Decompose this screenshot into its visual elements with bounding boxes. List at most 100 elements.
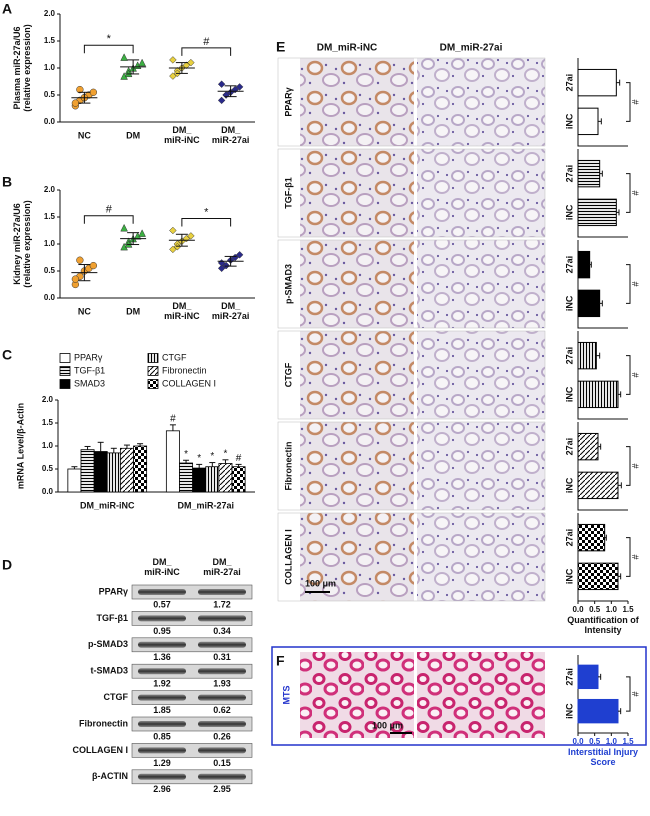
y-tick-label: 0.0 xyxy=(44,293,56,302)
point xyxy=(71,275,80,283)
category-label: iNC xyxy=(564,113,574,129)
point xyxy=(169,72,177,80)
bar xyxy=(577,562,619,591)
histology-image xyxy=(300,149,414,237)
legend-label: PPARγ xyxy=(74,352,103,362)
blot-strip xyxy=(131,637,253,653)
category-label: iNC xyxy=(564,386,574,402)
x-tick-label: DM xyxy=(126,130,140,140)
histology-row-frame xyxy=(277,148,546,238)
bar xyxy=(165,430,180,493)
bar xyxy=(205,466,220,493)
panel-letter: D xyxy=(2,557,12,573)
row-label: TGF-β1 xyxy=(283,177,293,209)
legend-swatch xyxy=(147,379,159,389)
blot-band xyxy=(138,773,186,780)
category-label: iNC xyxy=(564,568,574,584)
blot-strip xyxy=(131,769,253,785)
x-tick-label: DM_miR-iNC xyxy=(80,500,135,510)
significance-label: # xyxy=(630,99,640,104)
bar xyxy=(119,447,134,493)
significance-label: * xyxy=(210,451,214,462)
x-tick-label: 0.0 xyxy=(572,737,584,746)
row-label: Fibronectin xyxy=(283,442,293,491)
point xyxy=(124,69,133,78)
x-tick-label: 0.5 xyxy=(589,737,601,746)
blot-row-label: p-SMAD3 xyxy=(88,639,128,649)
blot-row-label: PPARγ xyxy=(99,586,128,596)
significance-label: # xyxy=(630,691,640,696)
histology-row-frame xyxy=(277,421,546,511)
bar xyxy=(577,289,601,318)
histology-image xyxy=(300,422,414,510)
bar xyxy=(179,462,194,493)
y-tick-label: 1.0 xyxy=(44,63,56,72)
blot-band xyxy=(138,668,186,675)
bar xyxy=(577,107,599,136)
point xyxy=(138,229,146,237)
point xyxy=(124,240,133,248)
legend-label: CTGF xyxy=(162,352,187,362)
bar xyxy=(577,664,599,690)
blot-strip xyxy=(131,611,253,626)
bar xyxy=(218,463,233,493)
significance-label: * xyxy=(197,453,201,464)
significance-label: # xyxy=(630,554,640,559)
legend-swatch xyxy=(59,366,71,376)
significance-bracket xyxy=(626,355,631,395)
significance-bracket xyxy=(626,264,631,304)
blot-value: 0.62 xyxy=(213,705,231,715)
bar xyxy=(577,198,617,227)
legend-label: TGF-β1 xyxy=(74,365,105,375)
point xyxy=(76,256,84,264)
histology-image xyxy=(417,422,545,510)
blot-row-label: Fibronectin xyxy=(79,718,128,728)
category-label: 27ai xyxy=(564,438,574,456)
blot-row-label: t-SMAD3 xyxy=(91,666,129,676)
blot-band xyxy=(138,694,186,701)
category-label: iNC xyxy=(564,703,574,719)
bar xyxy=(192,467,207,493)
y-tick-label: 1.5 xyxy=(42,418,54,427)
significance-bracket xyxy=(626,173,631,213)
blot-column-header: DM_ miR-27ai xyxy=(203,557,241,577)
mts-image xyxy=(300,652,414,738)
category-label: iNC xyxy=(564,204,574,220)
y-tick-label: 0.0 xyxy=(42,487,54,496)
point xyxy=(169,226,177,235)
row-label: p-SMAD3 xyxy=(283,264,293,304)
panel-letter: B xyxy=(2,174,12,190)
panel-letter: E xyxy=(276,39,285,55)
y-tick-label: 1.5 xyxy=(44,212,56,221)
significance-bracket xyxy=(626,446,631,486)
x-tick-label: 0.5 xyxy=(589,605,601,614)
legend-label: SMAD3 xyxy=(74,378,105,388)
panel-letter: C xyxy=(2,347,12,363)
blot-value: 2.96 xyxy=(153,784,171,794)
bar xyxy=(577,341,597,370)
bar xyxy=(577,471,619,500)
x-tick-label: DM_miR-27ai xyxy=(212,301,250,321)
y-tick-label: 0.5 xyxy=(44,90,56,99)
y-axis-label: mRNA Level/β-Actin xyxy=(15,403,25,489)
point xyxy=(169,56,177,64)
significance-label: * xyxy=(204,206,209,218)
point xyxy=(120,223,128,232)
blot-value: 0.57 xyxy=(153,599,171,609)
significance-label: # xyxy=(236,453,242,464)
significance-bracket xyxy=(626,82,631,122)
point xyxy=(169,245,177,254)
x-tick-label: 1.0 xyxy=(606,737,618,746)
blot-value: 0.95 xyxy=(153,626,171,636)
column-header: DM_miR-iNC xyxy=(317,43,378,54)
blot-band xyxy=(198,773,246,780)
blot-strip xyxy=(131,743,253,758)
blot-band xyxy=(198,641,246,648)
bar xyxy=(93,451,108,493)
x-tick-label: 1.5 xyxy=(622,605,634,614)
y-tick-label: 2.0 xyxy=(44,185,56,194)
scale-bar-label: 100 μm xyxy=(372,720,403,730)
blot-strip xyxy=(131,716,253,732)
category-label: 27ai xyxy=(564,256,574,274)
